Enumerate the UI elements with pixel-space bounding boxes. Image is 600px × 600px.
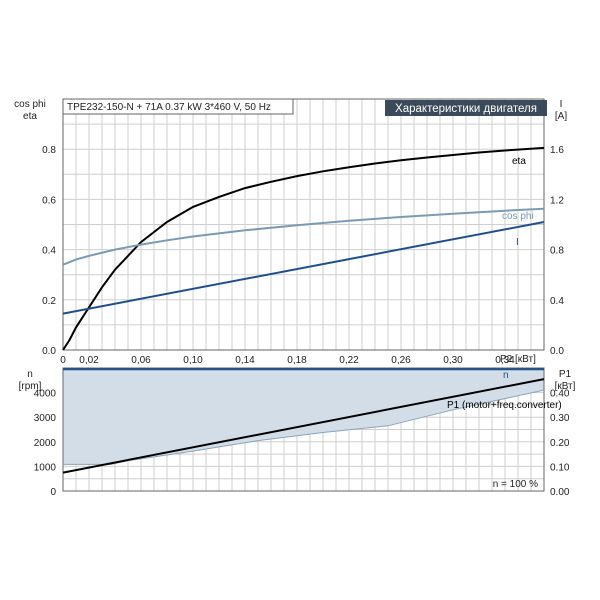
x-tick-label: 0,30	[443, 355, 463, 366]
y-left-tick-label: 0.0	[42, 346, 56, 357]
y-right-tick-label: 0.8	[550, 246, 564, 257]
x-label-bg	[497, 351, 544, 365]
x-tick-label: 0,26	[391, 355, 411, 366]
y-left-tick-label: 0.2	[42, 296, 56, 307]
series-label-cos-phi: cos phi	[502, 211, 534, 222]
top-plot-grid	[63, 99, 544, 350]
y2-right-tick-label: 0.20	[550, 438, 570, 449]
y2-left-label-line1: n	[27, 369, 33, 380]
top-plot-frame	[62, 98, 545, 351]
tick-labels: 0 0,02 0,06 0,10 0,14 0,18 0,22 0,26 0,30 0,34 0.0…	[34, 145, 570, 498]
y-left-tick-label: 0.4	[42, 246, 56, 257]
info-label: TPE232-150-N + 71A 0.37 kW 3*460 V, 50 H…	[67, 102, 271, 113]
y2-left-tick-label: 4000	[34, 389, 57, 400]
y-right-label-line1: I	[560, 99, 563, 110]
y-right-label-line2: [A]	[555, 111, 567, 122]
y2-left-tick-label: 3000	[34, 413, 57, 424]
series-cos-phi-line	[62, 207, 545, 266]
speed-annotation: n = 100 %	[493, 479, 538, 490]
y-left-label-line2: eta	[23, 111, 37, 122]
title-box	[385, 100, 547, 116]
y-left-tick-label: 0.6	[42, 195, 56, 206]
y2-left-tick-label: 2000	[34, 438, 57, 449]
y2-right-tick-label: 0.30	[550, 413, 570, 424]
series-eta-line	[62, 146, 545, 351]
y2-right-tick-label: 0.10	[550, 462, 570, 473]
series-label-current: I	[516, 237, 519, 248]
y-right-tick-label: 1.2	[550, 195, 564, 206]
x-tick-label: 0,18	[287, 355, 307, 366]
y2-right-tick-label: 0.40	[550, 389, 570, 400]
y2-left-label-line2: [rpm]	[19, 381, 42, 392]
series-label-eta: eta	[512, 156, 526, 167]
series-label-n: n	[503, 370, 509, 381]
y2-right-tick-label: 0.00	[550, 487, 570, 498]
x-tick-label: 0,22	[339, 355, 359, 366]
y-right-tick-label: 1.6	[550, 145, 564, 156]
y-right-tick-label: 0.0	[550, 346, 564, 357]
series-current-line	[62, 221, 545, 315]
x-tick-label: 0,10	[183, 355, 203, 366]
x-tick-label: 0,06	[131, 355, 151, 366]
x-tick-label: 0,14	[235, 355, 255, 366]
y2-left-tick-label: 0	[50, 487, 56, 498]
info-label-box	[62, 98, 294, 115]
x-tick-label: 0	[60, 355, 66, 366]
series-label-p1: P1 (motor+freq.converter)	[447, 400, 562, 411]
y-left-tick-label: 0.8	[42, 145, 56, 156]
y-right-tick-label: 0.4	[550, 296, 564, 307]
y2-right-label-line2: [кВт]	[555, 381, 576, 392]
chart-title: Характеристики двигателя	[395, 103, 537, 115]
y-left-label-line1: cos phi	[14, 99, 46, 110]
y2-right-label-line1: P1	[559, 369, 572, 380]
x-tick-label: 0,34	[495, 355, 515, 366]
x-tick-label: 0,02	[79, 355, 99, 366]
x-axis-label: P2 [кВт]	[500, 354, 536, 365]
bottom-plot-frame	[62, 367, 545, 492]
speed-range-fill	[63, 369, 544, 465]
y2-left-tick-label: 1000	[34, 462, 57, 473]
series-p1-line	[62, 378, 545, 474]
